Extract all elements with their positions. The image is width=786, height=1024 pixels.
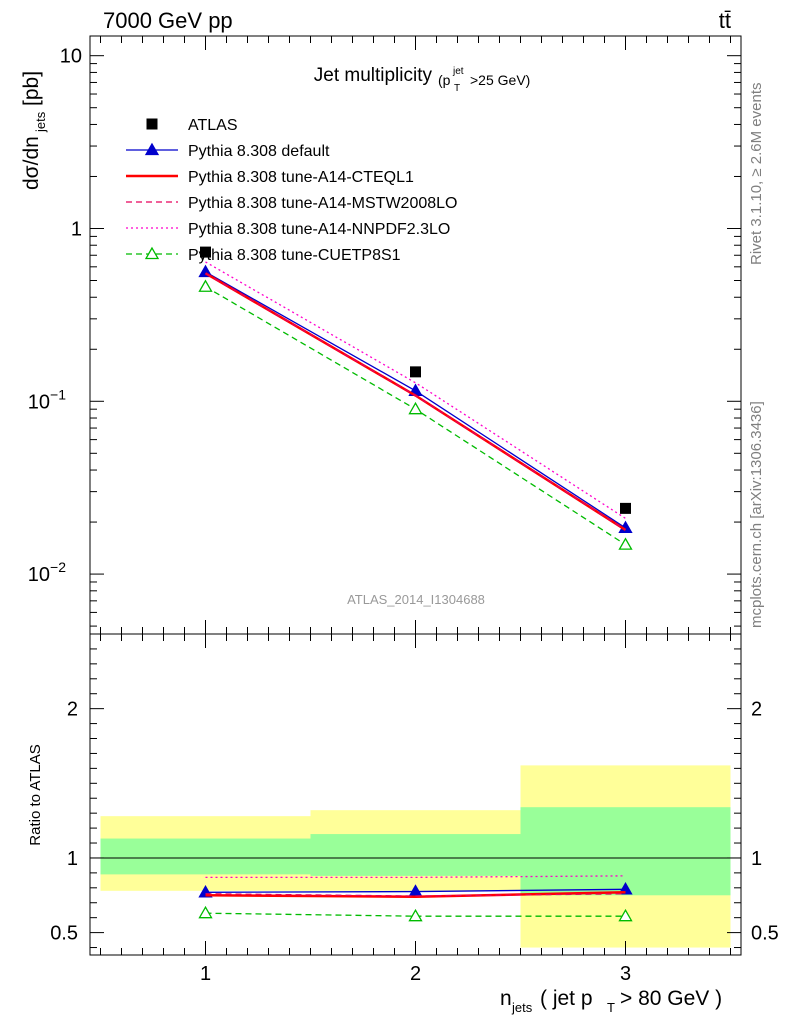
analysis-label: ATLAS_2014_I1304688 [347, 592, 485, 607]
series-line [205, 272, 626, 531]
ratio-marker [618, 908, 633, 922]
ylabel-part1: dσ/dn [20, 136, 43, 190]
ratio-y-tick-label-right: 0.5 [751, 923, 779, 945]
data-point [200, 246, 211, 258]
ratio-series-line [205, 893, 626, 897]
ratio-y-tick-label: 1 [67, 848, 78, 870]
x-tick-label: 2 [410, 963, 421, 985]
uncertainty-band-green [310, 834, 521, 876]
ratio-series-line [205, 891, 626, 899]
ylabel-sub: jets [33, 111, 48, 133]
series-marker [408, 401, 423, 415]
xlabel-jets-sub: jets [511, 1000, 533, 1015]
uncertainty-band-green [520, 807, 731, 896]
main-data-points [200, 246, 631, 514]
legend-label: Pythia 8.308 tune-A14-CTEQL1 [188, 169, 414, 186]
title-suffix-base: (p [438, 72, 451, 88]
x-tick-label: 1 [200, 963, 211, 985]
legend-label: ATLAS [188, 117, 238, 134]
series-line [204, 272, 627, 532]
ratio-marker [408, 908, 423, 922]
xlabel-tail: > 80 GeV ) [620, 987, 722, 1010]
ratio-frame [89, 633, 742, 956]
legend-marker-atlas [146, 118, 158, 130]
ratio-panel: 1 2 3 0.5 0.5 1 1 2 2 Ratio to ATLAS n jets ( je… [27, 633, 779, 1015]
legend-label: Pythia 8.308 default [188, 143, 330, 160]
ratio-y-tick-label-right: 2 [751, 699, 762, 721]
xlabel-mid: ( jet p [540, 987, 593, 1010]
data-point [620, 502, 631, 514]
mcplots-label: mcplots.cern.ch [arXiv:1306.3436] [748, 401, 765, 628]
energy-label: 7000 GeV pp [103, 8, 233, 33]
main-axes: 10−2 10−1 1 10 [28, 36, 741, 634]
ratio-axes: 1 2 3 0.5 0.5 1 1 2 2 [50, 634, 779, 985]
ratio-ylabel: Ratio to ATLAS [27, 744, 44, 845]
legend-label: Pythia 8.308 tune-CUETP8S1 [188, 247, 401, 264]
y-tick-label: 10−1 [28, 386, 66, 413]
main-ylabel: dσ/dn jets [pb] [20, 71, 48, 190]
ylabel-part2: [pb] [20, 71, 43, 106]
y-tick-label: 10 [60, 46, 82, 68]
ratio-y-tick-label: 2 [67, 699, 78, 721]
series-line [205, 286, 626, 546]
data-point [410, 366, 421, 378]
legend-marker [144, 246, 160, 260]
process-label: tt̄ [719, 8, 731, 33]
x-tick-label: 3 [620, 963, 631, 985]
series-line [205, 261, 626, 519]
xlabel-t-sub: T [607, 1000, 615, 1015]
title-suffix-sup: jet [452, 66, 464, 77]
ratio-xlabel: n jets ( jet p T > 80 GeV ) [500, 987, 722, 1015]
legend: ATLAS Pythia 8.308 default Pythia 8.308 tu… [126, 117, 457, 264]
main-panel: 10−2 10−1 1 10 Jet multiplicity (p jet T >2… [20, 35, 742, 635]
title-suffix-tail: >25 GeV) [470, 72, 530, 88]
legend-label: Pythia 8.308 tune-A14-MSTW2008LO [188, 195, 457, 212]
ratio-series-line [205, 875, 626, 879]
main-series [198, 261, 633, 550]
ratio-y-tick-label: 0.5 [50, 923, 78, 945]
y-tick-label: 1 [71, 218, 82, 240]
ratio-y-tick-label-right: 1 [751, 848, 762, 870]
y-tick-label: 10−2 [28, 559, 66, 586]
uncertainty-band-green [100, 838, 311, 875]
ratio-marker [198, 905, 213, 919]
rivet-label: Rivet 3.1.10, ≥ 2.6M events [748, 83, 765, 266]
chart-title-suffix: (p jet T >25 GeV) [438, 66, 530, 94]
legend-marker [144, 142, 160, 156]
legend-label: Pythia 8.308 tune-A14-NNPDF2.3LO [188, 221, 450, 238]
ratio-series [198, 875, 633, 922]
series-marker [198, 279, 213, 292]
xlabel-n: n [500, 987, 512, 1010]
chart-title: Jet multiplicity [314, 65, 433, 86]
title-suffix-sub: T [454, 83, 460, 94]
series-marker [618, 537, 633, 550]
